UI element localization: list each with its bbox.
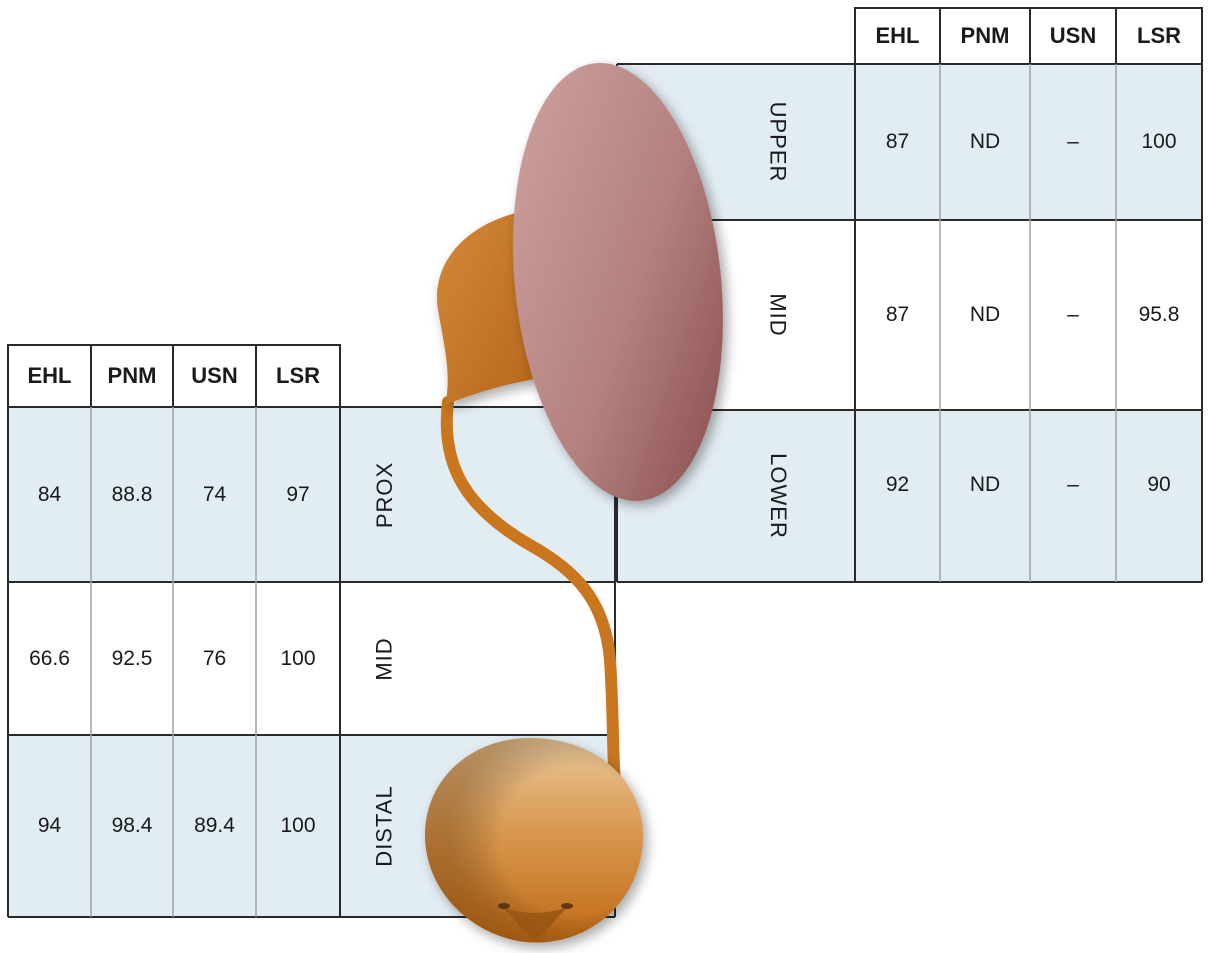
upper-cell: 92 bbox=[885, 473, 910, 496]
upper-header-ehl: EHL bbox=[875, 23, 920, 48]
upper-header-pnm: PNM bbox=[960, 23, 1010, 48]
bladder-shape bbox=[425, 738, 644, 943]
ureteral-orifice-left bbox=[498, 903, 510, 909]
upper-row-band-lower bbox=[617, 410, 1202, 582]
upper-cell: 90 bbox=[1147, 473, 1171, 496]
upper-cell: ND bbox=[969, 473, 1001, 496]
lower-header-pnm: PNM bbox=[107, 363, 157, 388]
lower-cell: 66.6 bbox=[29, 646, 70, 670]
upper-header-box bbox=[854, 7, 1203, 65]
upper-cell: ND bbox=[969, 130, 1001, 153]
lower-cell: 100 bbox=[280, 646, 316, 670]
lower-cell: 88.8 bbox=[111, 482, 153, 506]
lower-cell: 97 bbox=[286, 482, 310, 506]
lower-row-band-prox bbox=[8, 407, 615, 582]
kidney-shape bbox=[513, 62, 723, 502]
upper-header-usn: USN bbox=[1049, 23, 1097, 48]
ureteral-orifice-right bbox=[561, 903, 573, 909]
lower-cell: 100 bbox=[280, 814, 316, 837]
lower-cell: 98.4 bbox=[111, 814, 153, 837]
lower-cell: 94 bbox=[37, 814, 62, 837]
lower-header-lsr: LSR bbox=[276, 363, 320, 388]
bladder-neck-shape bbox=[502, 907, 568, 940]
upper-cell: – bbox=[1067, 130, 1079, 153]
upper-cell: 87 bbox=[885, 130, 910, 153]
lower-header-usn: USN bbox=[191, 363, 238, 388]
upper-header-lsr: LSR bbox=[1137, 23, 1181, 48]
lower-cell: 89.4 bbox=[194, 814, 235, 837]
upper-cell: ND bbox=[969, 303, 1001, 326]
upper-cell: 87 bbox=[885, 303, 910, 326]
upper-cell: – bbox=[1067, 473, 1079, 496]
upper-cell: 100 bbox=[1141, 130, 1177, 153]
lower-cell: 74 bbox=[202, 482, 227, 506]
lower-cell: 92.5 bbox=[111, 646, 153, 670]
lower-row-band-mid bbox=[8, 582, 615, 735]
upper-cell: – bbox=[1067, 303, 1079, 326]
upper-row-band-upper bbox=[617, 64, 1202, 220]
upper-cell: 95.8 bbox=[1138, 303, 1180, 326]
lower-cell: 84 bbox=[37, 482, 62, 506]
lower-header-ehl: EHL bbox=[27, 363, 72, 388]
lower-cell: 76 bbox=[202, 646, 227, 670]
ureter-shape bbox=[440, 396, 622, 796]
